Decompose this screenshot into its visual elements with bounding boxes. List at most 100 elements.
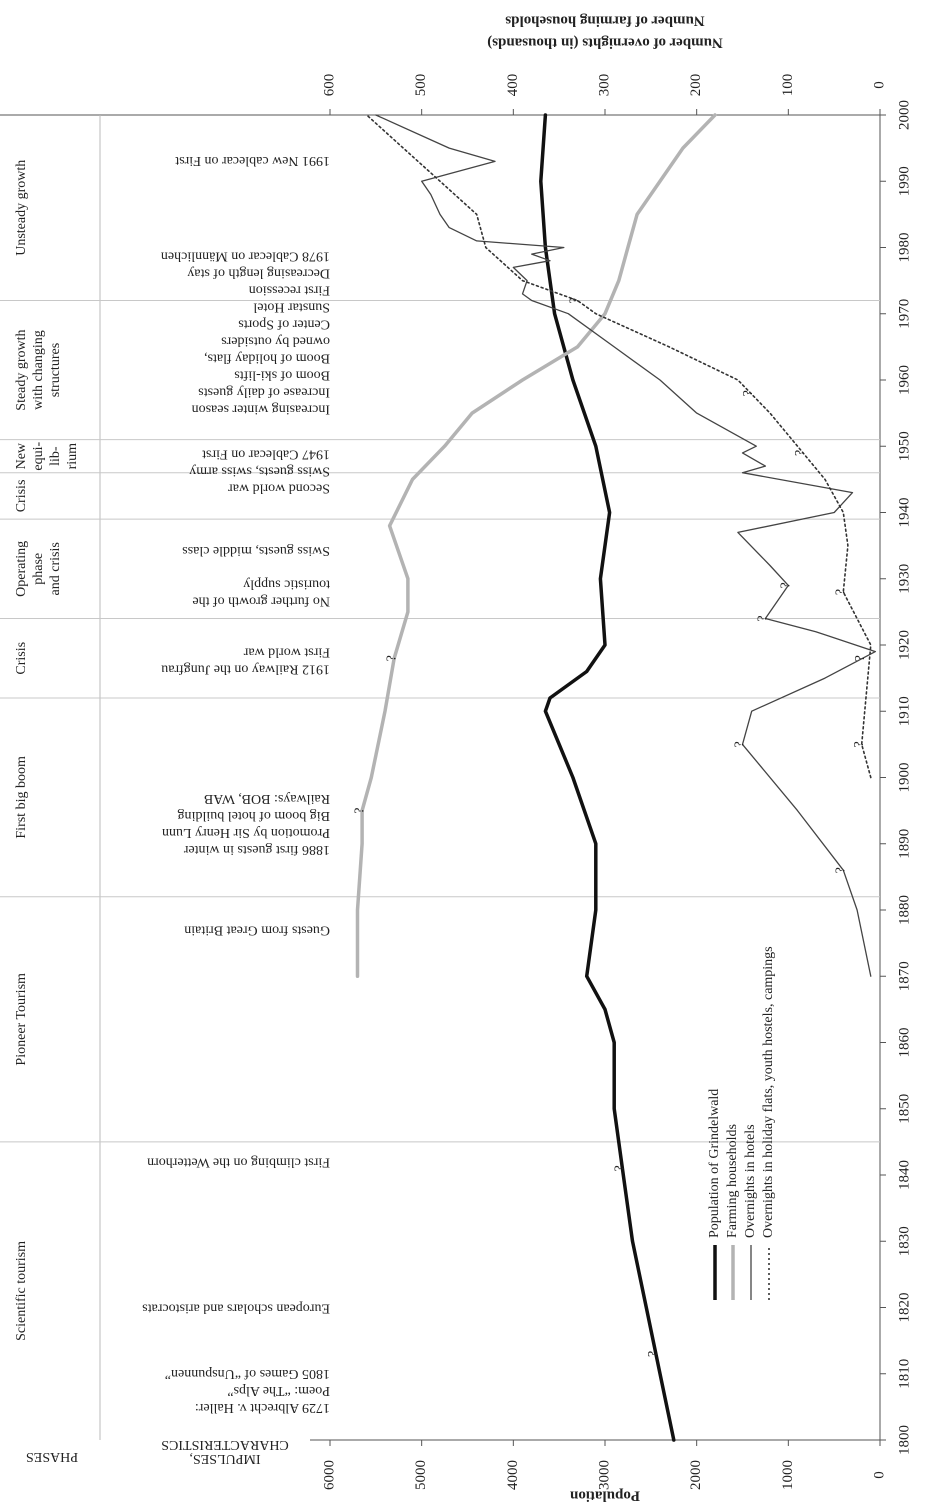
phase-label: Unsteady growth [14,160,29,256]
phase-label: structures [48,343,63,397]
legend-label: Farming households [725,1124,740,1238]
phase-label: with changing [31,330,46,410]
characteristic-text: 1947 Cablecar on First [202,447,330,462]
characteristic-text: Increasing winter season [192,402,330,417]
x-tick-label: 1960 [896,365,912,395]
annotation: ? [834,867,849,873]
y-tick-label: 6000 [321,1460,337,1490]
characteristic-text: European scholars and aristocrats [142,1300,330,1315]
x-tick-label: 1990 [896,166,912,196]
phase-label: Steady growth [14,329,29,410]
x-tick-label: 1840 [896,1160,912,1190]
annotation: ? [852,741,867,747]
phase-label: Pioneer Tourism [14,973,29,1066]
x-tick-label: 1900 [896,763,912,793]
y-tick-label: 4000 [505,1460,521,1490]
characteristic-text: Sunstar Hotel [253,300,330,315]
y-axis-title: Population [569,1488,640,1504]
characteristic-text: Boom of ski-lifts [234,368,330,383]
characteristic-text: Poem: “The Alps” [227,1383,330,1398]
annotation: ? [733,741,748,747]
annotation: ? [834,589,849,595]
characteristic-text: Decreasing length of stay [187,266,330,281]
characteristic-text: No further growth of the [192,593,330,608]
y2-tick-label: 200 [688,74,704,97]
phase-label: phase [31,553,46,585]
characteristic-text: touristic supply [243,576,330,591]
y2-tick-label: 400 [505,74,521,97]
phase-label: Operating [14,541,29,597]
characteristic-text: Boom of holiday flats, [204,351,330,366]
x-tick-label: 1830 [896,1226,912,1256]
characteristic-text: 1912 Railway on the Jungfrau [161,662,330,677]
series-line [375,114,877,977]
y-tick-label: 0 [871,1471,887,1479]
annotation: ? [756,615,771,621]
x-tick-label: 1920 [896,630,912,660]
annotation: ? [568,297,583,303]
series-line [355,113,717,978]
annotation: ? [793,450,808,456]
annotation: ? [853,655,868,661]
x-tick-label: 1850 [896,1094,912,1124]
phase-label: Crisis [14,642,29,675]
characteristic-text: Guests from Great Britain [184,923,330,938]
characteristic-text: Swiss guests, swiss army [189,464,330,479]
annotation: ? [779,582,794,588]
characteristic-text: 1805 Games of “Unspunnen” [165,1366,330,1381]
y2-axis-title: Number of overnights (in thousands) [487,35,723,51]
phase-label: Crisis [14,480,29,513]
characteristic-text: First world war [243,645,330,660]
phase-label: rium [65,443,80,470]
x-tick-label: 1810 [896,1359,912,1389]
y2-tick-label: 500 [413,74,429,97]
annotation: ? [646,1351,661,1357]
y-tick-label: 1000 [780,1460,796,1490]
x-tick-label: 1870 [896,961,912,991]
legend-label: Population of Grindelwald [707,1089,722,1238]
characteristic-text: 1978 Cablecar on Männlichen [161,249,330,264]
characteristic-text: Railways: BOB, WAB [204,791,330,806]
series-line [539,113,676,1442]
characteristic-text: Second world war [228,481,330,496]
characteristic-text: 1886 first guests in winter [183,842,330,857]
series-line [365,114,872,779]
x-tick-label: 1970 [896,299,912,329]
x-tick-label: 1890 [896,829,912,859]
characteristics-header: CHARACTERISTICS [161,1437,289,1452]
phase-label: New [14,442,29,469]
legend-label: Overnights in holiday flats, youth hoste… [761,946,776,1238]
characteristic-text: Center of Sports [238,317,330,332]
y-tick-label: 2000 [688,1460,704,1490]
x-tick-label: 1950 [896,431,912,461]
phase-label: First big boom [14,756,29,839]
annotation: ? [384,655,399,661]
x-tick-label: 1860 [896,1028,912,1058]
y2-tick-label: 600 [321,74,337,97]
annotation: ? [352,808,367,814]
characteristic-text: owned by outsiders [221,334,330,349]
y-tick-label: 3000 [596,1460,612,1490]
y2-tick-label: 300 [596,74,612,97]
characteristic-text: 1991 New cablecar on First [175,153,330,168]
x-tick-label: 1880 [896,895,912,925]
annotation: ? [613,1165,628,1171]
y2-axis-title: Number of farming households [505,13,704,29]
characteristic-text: Promotion by Sir Henry Lunn [162,825,330,840]
phase-label: and crisis [48,542,63,595]
x-tick-label: 2000 [896,100,912,130]
x-tick-label: 1800 [896,1425,912,1455]
annotation: ? [741,390,756,396]
characteristics-header: IMPULSES, [189,1451,260,1466]
x-tick-label: 1910 [896,696,912,726]
y2-tick-label: 0 [871,81,887,89]
phases-header: PHASES [26,1449,78,1464]
legend-label: Overnights in hotels [743,1124,758,1238]
phase-label: Scientific tourism [14,1241,29,1341]
characteristic-text: Swiss guests, middle class [182,543,330,558]
characteristic-text: First recession [249,283,330,298]
rotated-plot: Scientific tourism Pioneer Tourism First b… [0,13,912,1504]
x-tick-label: 1820 [896,1293,912,1323]
